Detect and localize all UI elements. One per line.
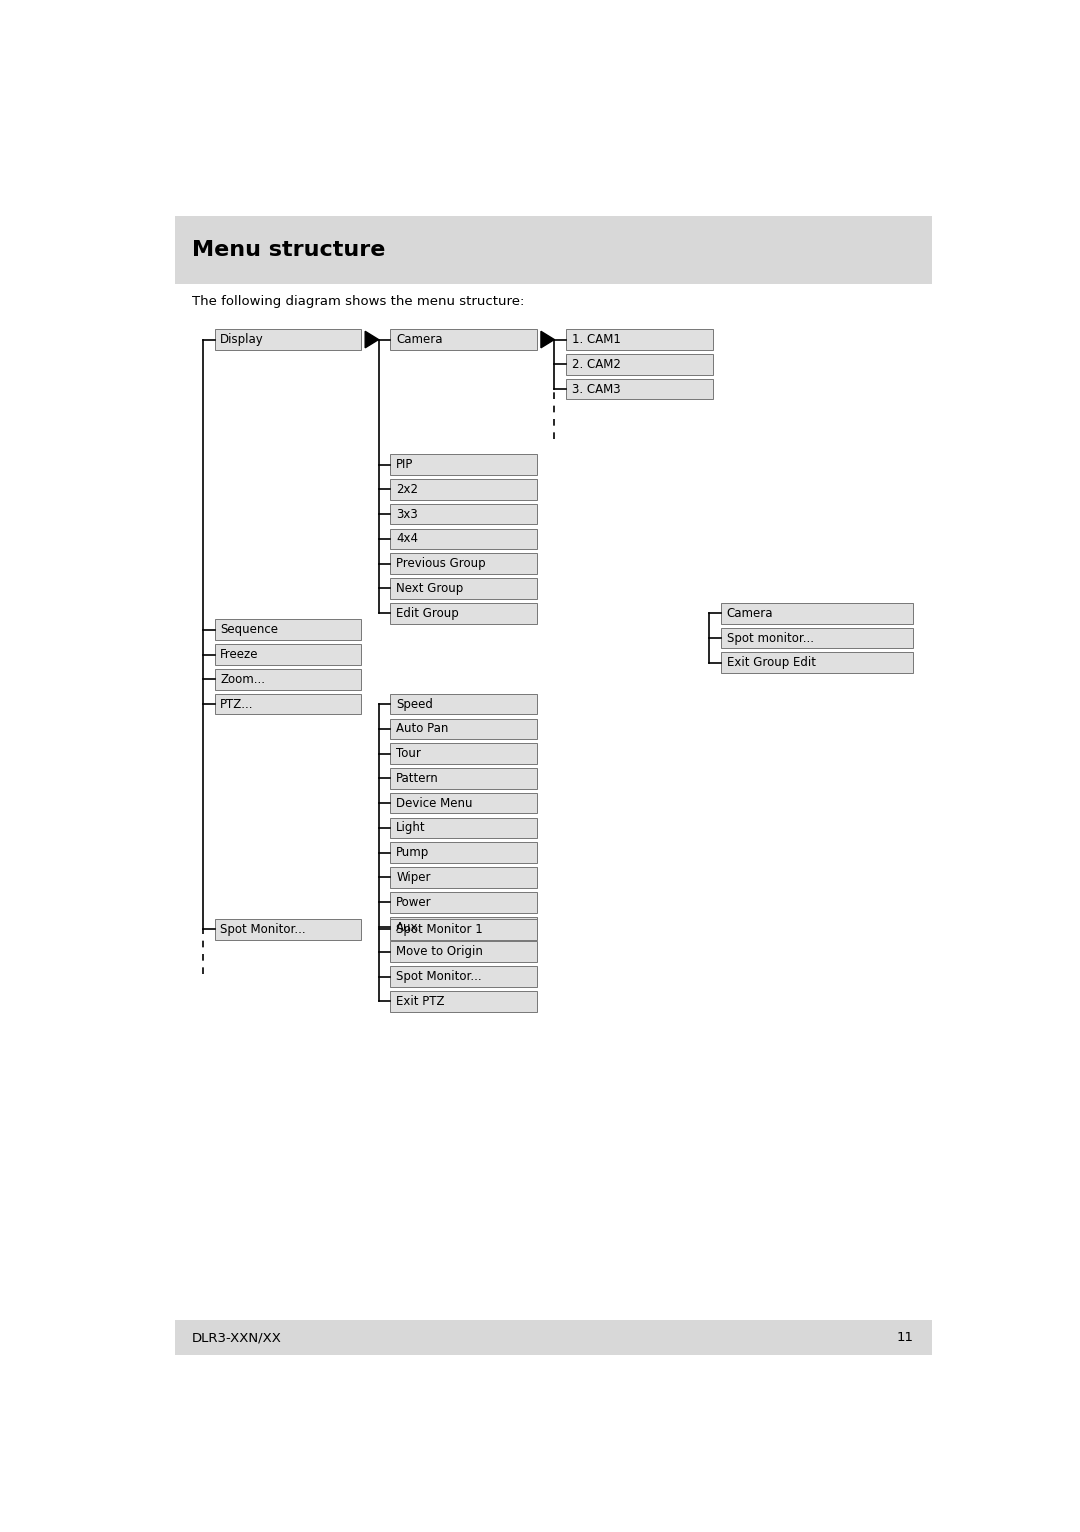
Text: 1. CAM1: 1. CAM1 xyxy=(572,332,621,346)
Text: 4x4: 4x4 xyxy=(396,533,418,545)
FancyBboxPatch shape xyxy=(390,794,537,813)
Text: 2. CAM2: 2. CAM2 xyxy=(572,358,621,371)
Text: Camera: Camera xyxy=(727,607,773,620)
Text: Next Group: Next Group xyxy=(396,582,463,594)
Bar xyxy=(175,216,932,283)
FancyBboxPatch shape xyxy=(390,694,537,714)
Text: DLR3-XXN/XX: DLR3-XXN/XX xyxy=(192,1331,282,1344)
Text: Sequence: Sequence xyxy=(220,624,279,636)
Text: Edit Group: Edit Group xyxy=(396,607,459,620)
FancyBboxPatch shape xyxy=(215,329,361,349)
FancyBboxPatch shape xyxy=(215,619,361,640)
Text: Exit PTZ: Exit PTZ xyxy=(396,994,445,1008)
FancyBboxPatch shape xyxy=(390,553,537,574)
Text: 3x3: 3x3 xyxy=(396,507,418,521)
Text: PTZ...: PTZ... xyxy=(220,697,254,711)
Text: Spot Monitor 1: Spot Monitor 1 xyxy=(396,922,483,936)
Text: 11: 11 xyxy=(896,1331,914,1344)
Text: Aux.: Aux. xyxy=(396,921,422,933)
Text: Light: Light xyxy=(396,821,426,835)
Polygon shape xyxy=(541,331,554,348)
FancyBboxPatch shape xyxy=(390,455,537,475)
FancyBboxPatch shape xyxy=(390,504,537,524)
FancyBboxPatch shape xyxy=(390,916,537,938)
FancyBboxPatch shape xyxy=(390,991,537,1011)
FancyBboxPatch shape xyxy=(390,719,537,738)
Text: Pattern: Pattern xyxy=(396,772,438,784)
FancyBboxPatch shape xyxy=(390,818,537,838)
Text: Zoom...: Zoom... xyxy=(220,673,266,686)
FancyBboxPatch shape xyxy=(215,669,361,689)
FancyBboxPatch shape xyxy=(721,628,914,648)
FancyBboxPatch shape xyxy=(390,843,537,863)
Text: Previous Group: Previous Group xyxy=(396,558,486,570)
Text: Tour: Tour xyxy=(396,748,421,760)
Text: The following diagram shows the menu structure:: The following diagram shows the menu str… xyxy=(192,296,524,308)
Text: Menu structure: Menu structure xyxy=(192,241,386,260)
FancyBboxPatch shape xyxy=(390,867,537,887)
Text: 2x2: 2x2 xyxy=(396,483,418,496)
FancyBboxPatch shape xyxy=(215,643,361,665)
FancyBboxPatch shape xyxy=(390,743,537,764)
FancyBboxPatch shape xyxy=(566,329,713,349)
Text: Power: Power xyxy=(396,896,432,908)
FancyBboxPatch shape xyxy=(390,967,537,987)
Bar xyxy=(175,1321,932,1356)
FancyBboxPatch shape xyxy=(390,892,537,913)
Text: Spot Monitor...: Spot Monitor... xyxy=(220,922,306,936)
FancyBboxPatch shape xyxy=(390,329,537,349)
Text: Device Menu: Device Menu xyxy=(396,797,473,809)
Text: 3. CAM3: 3. CAM3 xyxy=(572,383,621,395)
Text: Move to Origin: Move to Origin xyxy=(396,945,483,959)
FancyBboxPatch shape xyxy=(390,578,537,599)
FancyBboxPatch shape xyxy=(215,694,361,714)
Text: Exit Group Edit: Exit Group Edit xyxy=(727,656,815,669)
Text: Spot Monitor...: Spot Monitor... xyxy=(396,970,482,984)
Text: PIP: PIP xyxy=(396,458,414,472)
Text: Camera: Camera xyxy=(396,332,443,346)
FancyBboxPatch shape xyxy=(390,942,537,962)
FancyBboxPatch shape xyxy=(566,354,713,375)
FancyBboxPatch shape xyxy=(390,604,537,624)
FancyBboxPatch shape xyxy=(390,919,537,939)
Text: Auto Pan: Auto Pan xyxy=(396,722,448,735)
Text: Spot monitor...: Spot monitor... xyxy=(727,631,813,645)
Text: Wiper: Wiper xyxy=(396,872,431,884)
FancyBboxPatch shape xyxy=(566,378,713,400)
Text: Freeze: Freeze xyxy=(220,648,259,660)
FancyBboxPatch shape xyxy=(390,768,537,789)
FancyBboxPatch shape xyxy=(215,919,361,939)
Polygon shape xyxy=(365,331,379,348)
FancyBboxPatch shape xyxy=(390,529,537,550)
Text: Speed: Speed xyxy=(396,697,433,711)
Text: Pump: Pump xyxy=(396,846,430,859)
FancyBboxPatch shape xyxy=(721,604,914,624)
FancyBboxPatch shape xyxy=(390,480,537,499)
Text: Display: Display xyxy=(220,332,265,346)
FancyBboxPatch shape xyxy=(721,653,914,673)
